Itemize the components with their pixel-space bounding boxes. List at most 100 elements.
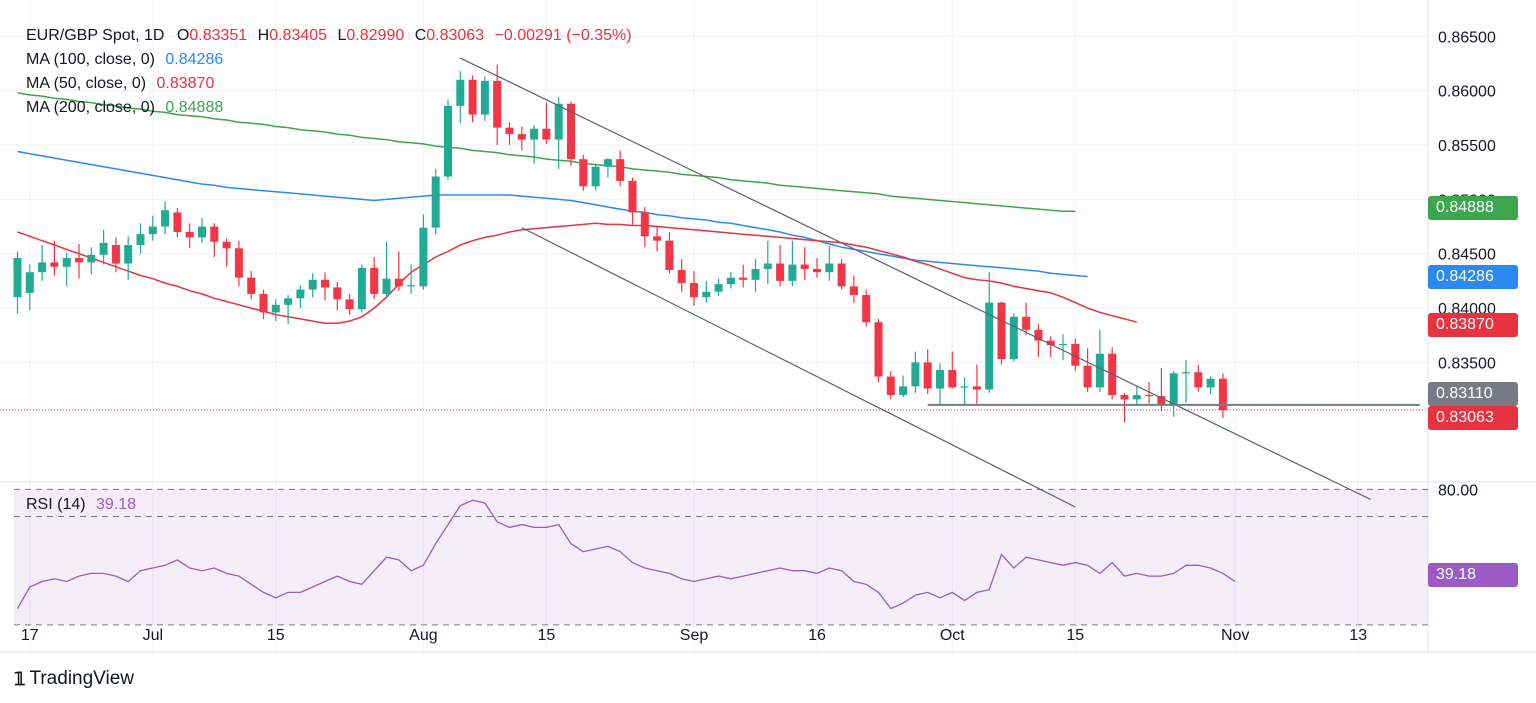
candle xyxy=(1182,360,1190,403)
candle-body xyxy=(677,270,686,284)
candle-body xyxy=(284,298,293,305)
candle xyxy=(726,272,735,289)
candle xyxy=(997,301,1006,365)
open-value: 0.83351 xyxy=(189,27,248,44)
candle xyxy=(1083,348,1092,392)
candle-body xyxy=(640,212,649,237)
candle-body xyxy=(185,231,194,238)
candle xyxy=(1218,373,1227,418)
candle-body xyxy=(517,134,526,140)
candle xyxy=(1194,364,1203,392)
ma50-label: MA (50, close, 0) xyxy=(26,75,147,92)
candle-body xyxy=(321,279,329,288)
candle-body xyxy=(1194,372,1203,388)
candle xyxy=(1206,376,1215,394)
ma50-legend: MA (50, close, 0) 0.83870 xyxy=(26,75,214,93)
candle xyxy=(911,351,920,393)
candle xyxy=(825,246,834,281)
candle xyxy=(985,272,994,393)
candle xyxy=(480,76,489,122)
candle xyxy=(345,293,354,315)
candle xyxy=(690,271,698,306)
candle xyxy=(161,201,170,235)
candle-body xyxy=(788,264,797,281)
candle xyxy=(75,243,83,279)
candle-body xyxy=(653,236,662,241)
candle xyxy=(87,247,96,275)
candle-body xyxy=(1083,365,1092,388)
candle xyxy=(136,223,145,254)
candle xyxy=(899,375,908,398)
candle xyxy=(542,102,551,144)
candle-body xyxy=(714,284,723,292)
candle-body xyxy=(1095,353,1104,388)
candle-body xyxy=(1169,373,1178,405)
candle xyxy=(517,126,526,151)
ma50-line xyxy=(17,222,1137,325)
rsi-value: 39.18 xyxy=(96,496,137,513)
candle xyxy=(99,229,108,265)
candle-body xyxy=(579,159,588,187)
candle-body xyxy=(1046,340,1055,346)
candle-body xyxy=(1182,372,1190,374)
candle-body xyxy=(948,370,957,388)
candle xyxy=(62,252,71,287)
candle xyxy=(468,75,477,123)
price-tick-label: 0.86000 xyxy=(1438,84,1496,101)
candle xyxy=(554,97,563,169)
time-tick-label: Nov xyxy=(1221,627,1249,644)
candle-body xyxy=(862,295,871,323)
candle-body xyxy=(148,226,157,235)
candle xyxy=(936,363,944,406)
candle xyxy=(173,208,182,238)
candle-body xyxy=(394,278,403,287)
candle xyxy=(702,280,711,303)
candle xyxy=(1034,324,1043,357)
candle-body xyxy=(763,263,772,269)
candle-body xyxy=(333,287,342,300)
candle xyxy=(1022,302,1031,336)
candle xyxy=(456,71,465,124)
time-tick-label: Aug xyxy=(409,627,437,644)
candle-body xyxy=(1009,316,1018,360)
candle-body xyxy=(554,103,563,140)
candle xyxy=(677,259,686,292)
candle-body xyxy=(739,277,748,280)
candle-body xyxy=(997,302,1006,360)
candle xyxy=(419,214,428,290)
moving-averages-layer xyxy=(0,92,1428,411)
low-value: 0.82990 xyxy=(346,27,405,44)
candle-body xyxy=(542,128,551,140)
time-tick-label: 15 xyxy=(1066,627,1084,644)
open-label: O xyxy=(176,27,190,44)
candle-body xyxy=(985,302,994,390)
ma200-price-tag: 0.84888 xyxy=(1428,196,1518,220)
candle xyxy=(813,258,821,278)
candle-body xyxy=(813,268,821,273)
candle xyxy=(1046,336,1055,357)
candle-body xyxy=(567,103,575,160)
candle xyxy=(849,275,858,303)
time-tick-label: Jul xyxy=(143,627,163,644)
tradingview-mark-icon: 𝟙 xyxy=(14,668,26,689)
candle-body xyxy=(972,386,981,390)
candle-body xyxy=(25,272,34,293)
candle-body xyxy=(726,277,735,285)
candle xyxy=(739,264,748,288)
candle-body xyxy=(431,176,440,228)
candle xyxy=(579,154,588,191)
candle xyxy=(1169,371,1178,417)
candle xyxy=(505,122,514,146)
tradingview-logo[interactable]: 𝟙 TradingView xyxy=(14,668,134,690)
price-tick-label: 0.85500 xyxy=(1438,138,1496,155)
candle-body xyxy=(75,258,83,263)
candle-body xyxy=(837,263,846,287)
price-tick-label: 0.84500 xyxy=(1438,247,1496,264)
candle-body xyxy=(222,241,231,249)
candle-body xyxy=(198,226,206,238)
time-tick-label: Sep xyxy=(680,627,709,644)
candle-body xyxy=(751,268,760,280)
candle-body xyxy=(1218,378,1227,411)
high-value: 0.83405 xyxy=(269,27,328,44)
candle xyxy=(530,125,539,164)
